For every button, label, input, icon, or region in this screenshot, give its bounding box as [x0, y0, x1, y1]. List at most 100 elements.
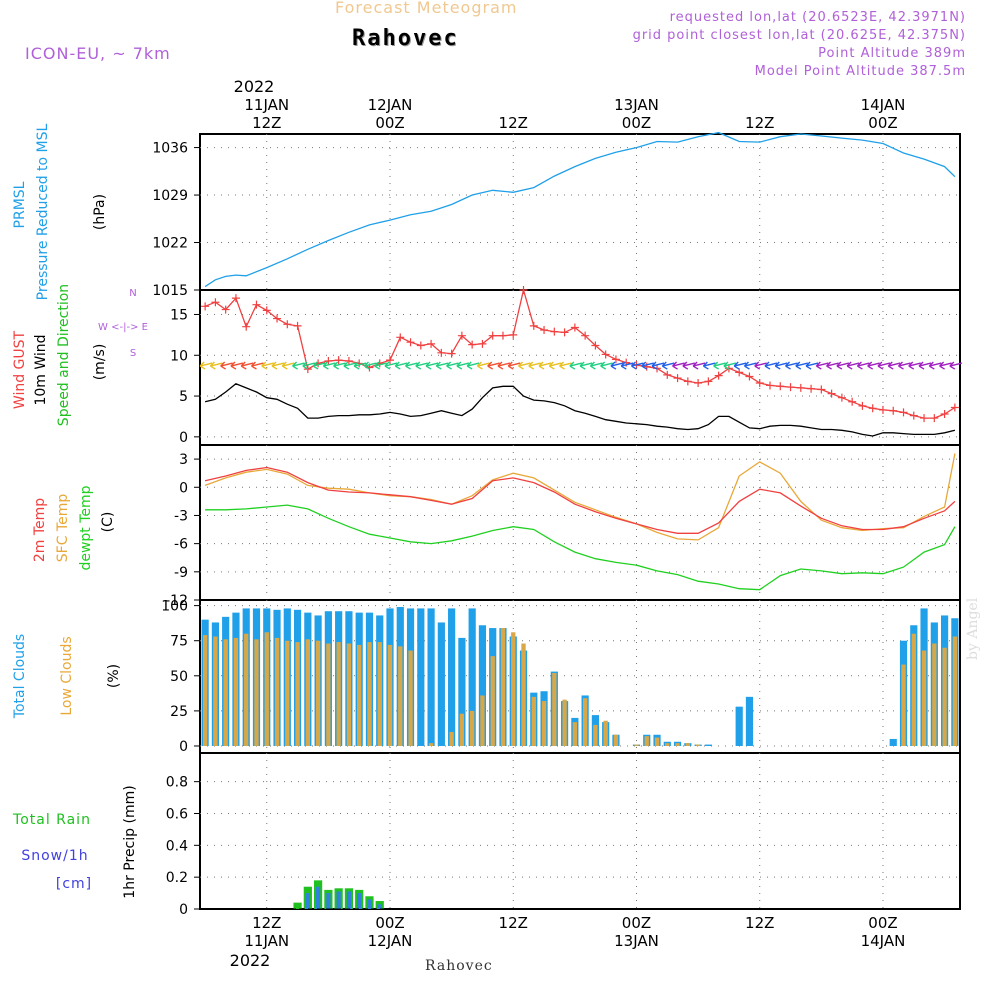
pressure-line	[204, 131, 956, 288]
y-tick-label: 0	[179, 480, 188, 496]
speed-direction-label: Speed and Direction	[56, 284, 72, 426]
total-cloud-bar	[417, 608, 425, 746]
wind-direction-arrow	[826, 361, 839, 370]
wind-direction-arrow	[435, 361, 449, 370]
snow-bar	[367, 899, 372, 909]
wind-gust-marker	[714, 371, 723, 380]
wind-direction-arrow	[898, 361, 911, 370]
y-tick-label: 1015	[152, 283, 188, 299]
total-cloud-bar	[704, 744, 712, 746]
wind-direction-arrow	[220, 361, 233, 370]
wind-gust-marker	[899, 408, 908, 417]
bottom-date-label: 13JAN	[614, 932, 659, 950]
wind-direction-arrow	[518, 361, 531, 370]
place-title: Rahovec	[352, 26, 459, 51]
low-cloud-bar	[428, 743, 434, 746]
wind-gust-marker	[488, 331, 497, 340]
top-date-label: 11JAN	[244, 96, 289, 114]
wind-direction-arrow	[928, 361, 942, 370]
wind-gust-marker	[498, 331, 507, 340]
low-cloud-bar	[901, 664, 906, 746]
hpa-unit-label: (hPa)	[92, 194, 108, 230]
wind-direction-arrow	[250, 361, 264, 370]
wind-gust-marker	[694, 379, 703, 387]
top-date-label: 14JAN	[861, 96, 906, 114]
wind-direction-arrow	[600, 361, 613, 370]
y-tick-label: 1022	[152, 236, 188, 252]
wind-direction-arrow	[456, 361, 470, 370]
wind-direction-arrow	[487, 361, 500, 370]
wind-direction-arrow	[692, 361, 706, 370]
wind-gust-marker	[468, 340, 477, 349]
low-cloud-bar	[634, 744, 639, 746]
top-date-label: 12JAN	[368, 96, 413, 114]
wind-gust-marker	[509, 330, 518, 339]
bottom-hour-label: 12Z	[252, 914, 281, 932]
wind-direction-arrow	[240, 361, 254, 370]
wind-direction-arrow	[949, 361, 963, 370]
temp-2m-line	[204, 466, 956, 534]
wind-gust-marker	[704, 377, 713, 386]
wind-gust-marker	[673, 374, 682, 383]
wind-gust-marker	[776, 382, 785, 391]
compass-south: S	[130, 348, 136, 359]
wind-direction-arrow	[754, 361, 767, 370]
sfc-temp-line	[204, 453, 956, 541]
wind-direction-arrow	[353, 361, 367, 370]
wind-gust-marker	[878, 405, 887, 414]
panel-frame-temperature	[199, 444, 961, 601]
pressure-msl-label: Pressure Reduced to MSL	[35, 123, 51, 300]
wind-direction-arrow	[209, 361, 223, 370]
wind-gust-marker	[416, 341, 425, 350]
wind-gust-marker	[796, 383, 805, 392]
top-date-label: 13JAN	[614, 96, 659, 114]
wind-direction-arrow	[723, 361, 737, 370]
low-cloud-bar	[675, 743, 680, 746]
wind-direction-arrow	[394, 361, 408, 370]
wind-gust-marker	[570, 323, 579, 332]
low-cloud-bar	[223, 639, 228, 746]
percent-unit-label: (%)	[106, 664, 122, 688]
y-tick-label: 25	[170, 704, 188, 720]
total-cloud-bar	[437, 622, 445, 746]
wind-gust-marker	[889, 406, 898, 415]
dewpoint-line	[205, 504, 956, 591]
wind-gust-marker	[755, 379, 764, 387]
low-cloud-bar	[531, 696, 536, 746]
panel-frame-wind	[199, 289, 961, 446]
y-tick-label: 0.8	[166, 775, 188, 791]
wind-direction-arrow	[466, 361, 480, 370]
y-tick-label: 10	[170, 348, 188, 364]
low-cloud-bar	[500, 628, 506, 746]
wind-direction-arrow	[363, 361, 377, 370]
wind-direction-arrow	[713, 361, 726, 370]
prmsl-label: PRMSL	[12, 181, 28, 228]
y-tick-label: 5	[179, 389, 188, 405]
low-cloud-bar	[295, 642, 300, 746]
wind-gust-marker	[344, 356, 353, 365]
wind-direction-arrow	[528, 361, 541, 370]
snow-label: Snow/1h	[21, 848, 88, 864]
wind-direction-arrow	[702, 361, 716, 370]
wind-gust-marker	[386, 356, 394, 365]
wind-gust-marker	[858, 401, 867, 410]
wind-direction-arrow	[682, 361, 696, 370]
low-cloud-bar	[202, 635, 208, 746]
wind-gust-marker	[519, 286, 528, 294]
model-point-altitude: Model Point Altitude 387.5m	[754, 64, 966, 79]
bottom-date-label: 12JAN	[368, 932, 413, 950]
wind-gust-marker	[663, 370, 672, 379]
snow-bar	[316, 886, 321, 909]
low-cloud-bar	[685, 743, 690, 746]
low-cloud-bar	[387, 644, 393, 746]
wind-direction-arrow	[867, 361, 880, 370]
grid-point-coordinates: grid point closest lon,lat (20.625E, 42.…	[632, 28, 966, 43]
low-cloud-bar	[603, 720, 608, 746]
temp-2m-label: 2m Temp	[32, 498, 48, 562]
watermark: by Angel	[965, 597, 981, 660]
snow-bar	[305, 893, 310, 909]
wind-gust-marker	[766, 381, 774, 390]
low-cloud-bar	[562, 699, 567, 746]
y-tick-label: 50	[170, 669, 188, 685]
wind-direction-arrow	[302, 361, 316, 370]
